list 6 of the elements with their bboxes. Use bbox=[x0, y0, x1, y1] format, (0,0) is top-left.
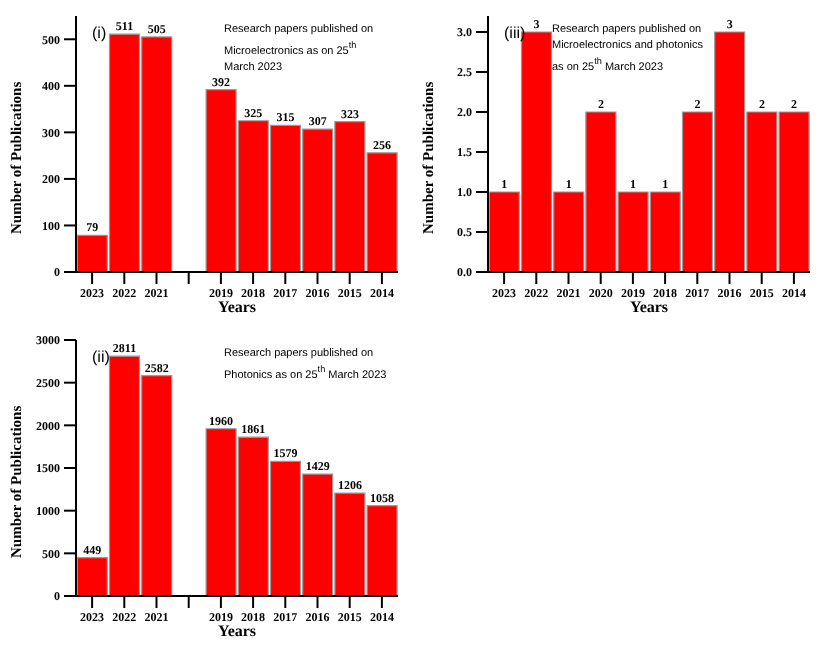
annotation: (i) bbox=[92, 24, 107, 42]
x-axis-title: Years bbox=[629, 298, 669, 316]
x-axis-title: Years bbox=[217, 622, 257, 640]
x-axis-title: Years bbox=[217, 298, 257, 316]
annotation: (ii) bbox=[92, 348, 110, 366]
annotation: (iii) bbox=[504, 24, 526, 42]
